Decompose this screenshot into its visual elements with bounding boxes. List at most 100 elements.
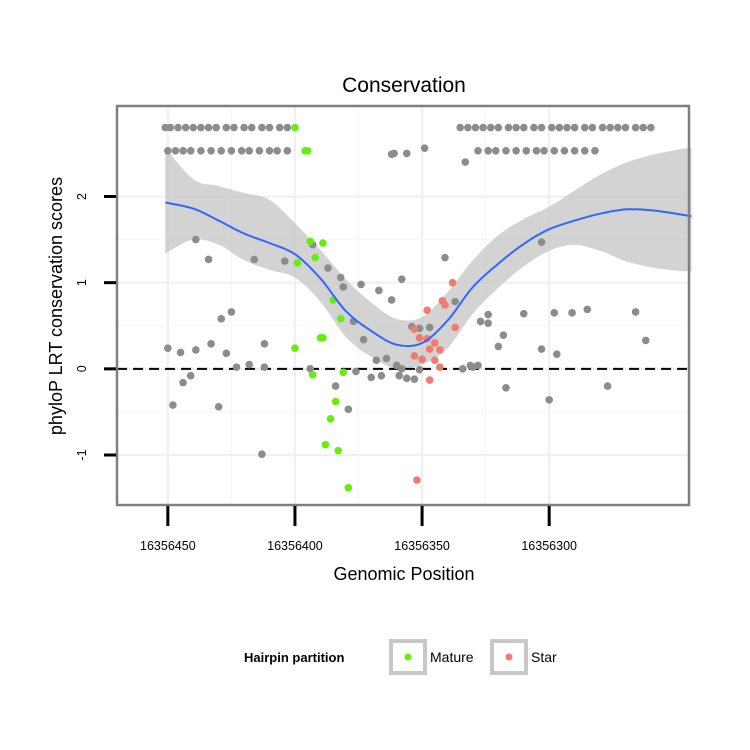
point-star xyxy=(430,339,439,347)
point-other xyxy=(415,365,424,374)
point-other xyxy=(395,371,403,380)
point-star xyxy=(425,376,434,384)
point-other xyxy=(283,123,292,132)
point-other xyxy=(397,365,406,373)
point-other xyxy=(471,123,480,132)
point-other xyxy=(372,356,381,365)
point-other xyxy=(204,255,213,264)
y-tick-label: 0 xyxy=(75,365,89,372)
point-other xyxy=(192,346,200,354)
series-other xyxy=(161,123,655,458)
point-other xyxy=(280,257,289,265)
point-other xyxy=(603,382,612,390)
y-tick-label: 2 xyxy=(75,193,89,200)
point-other xyxy=(550,147,559,155)
y-tick-label: -1 xyxy=(75,449,89,460)
legend-entry-mature: Mature xyxy=(389,639,474,675)
point-other xyxy=(357,280,365,289)
point-other xyxy=(474,147,482,155)
point-other xyxy=(631,123,640,132)
point-other xyxy=(502,147,510,155)
legend-entry-star: Star xyxy=(490,639,557,675)
point-star xyxy=(418,355,426,364)
legend-label-mature: Mature xyxy=(430,649,474,665)
y-axis-title: phyloP LRT conservation scores xyxy=(46,177,66,435)
point-other xyxy=(265,147,274,155)
point-star xyxy=(430,356,439,365)
point-other xyxy=(639,123,648,132)
point-other xyxy=(217,147,226,155)
point-other xyxy=(186,371,195,380)
legend-title: Hairpin partition xyxy=(244,650,344,665)
point-mature xyxy=(319,334,327,342)
point-other xyxy=(420,144,429,153)
point-star xyxy=(448,278,457,287)
point-other xyxy=(614,123,622,132)
point-other xyxy=(171,147,180,155)
x-tick-label: 16356400 xyxy=(267,539,323,553)
y-tick-label: 1 xyxy=(75,279,89,286)
point-other xyxy=(250,255,259,264)
smooth-line-layer xyxy=(165,201,692,348)
point-other xyxy=(336,273,345,282)
point-other xyxy=(245,147,253,155)
plot-panel-border xyxy=(115,104,691,507)
point-other xyxy=(164,344,172,352)
point-other xyxy=(461,158,470,166)
point-other xyxy=(258,123,266,132)
point-other xyxy=(588,123,597,132)
point-other xyxy=(568,309,576,317)
point-other xyxy=(580,147,589,155)
x-tick-label: 16356450 xyxy=(140,539,196,553)
point-other xyxy=(519,123,528,132)
point-other xyxy=(260,340,269,348)
point-star xyxy=(436,363,444,371)
point-other xyxy=(456,123,465,132)
point-other xyxy=(192,235,200,244)
point-other xyxy=(484,147,492,155)
point-star xyxy=(413,476,421,484)
point-other xyxy=(397,275,406,284)
point-other xyxy=(583,305,592,314)
point-other xyxy=(570,147,579,155)
point-mature xyxy=(306,237,315,246)
x-tick-label: 16356350 xyxy=(394,539,450,553)
point-other xyxy=(560,147,569,155)
point-mature xyxy=(326,415,335,423)
point-other xyxy=(197,147,205,155)
point-other xyxy=(403,374,411,383)
point-other xyxy=(186,147,195,155)
point-other xyxy=(359,335,368,344)
confidence-band-layer xyxy=(165,147,692,370)
point-mature xyxy=(344,483,353,492)
legend-dot-mature xyxy=(404,653,412,661)
point-star xyxy=(451,323,459,332)
x-axis: 16356450 16356400 16356350 16356300 xyxy=(140,506,577,553)
point-other xyxy=(176,348,185,357)
point-other xyxy=(464,123,472,132)
point-other xyxy=(382,354,391,363)
point-other xyxy=(494,342,503,351)
point-star xyxy=(425,345,434,353)
point-other xyxy=(179,147,187,155)
point-other xyxy=(217,315,226,323)
point-other xyxy=(237,147,246,155)
point-mature xyxy=(334,446,342,455)
confidence-band xyxy=(165,147,692,370)
x-axis-title: Genomic Position xyxy=(333,564,474,584)
point-other xyxy=(580,123,589,132)
legend: Hairpin partition Mature Star xyxy=(244,639,557,675)
point-other xyxy=(570,123,579,132)
point-other xyxy=(641,336,650,345)
point-other xyxy=(324,264,332,272)
point-other xyxy=(273,147,281,155)
point-other xyxy=(367,373,376,382)
point-other xyxy=(377,371,386,380)
point-other xyxy=(621,123,630,132)
point-other xyxy=(265,123,274,132)
point-other xyxy=(181,123,190,132)
point-other xyxy=(255,147,264,155)
point-other xyxy=(512,147,520,155)
point-other xyxy=(499,331,508,340)
